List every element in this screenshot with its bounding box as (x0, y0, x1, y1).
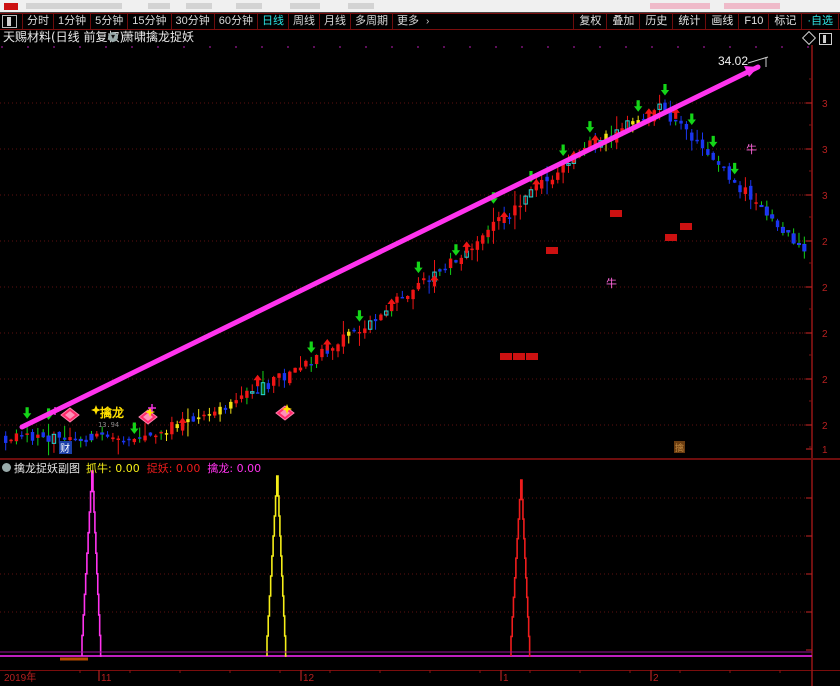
period-toolbar: 分时 1分钟 5分钟 15分钟 30分钟 60分钟 日线 周线 月线 多周期 更… (0, 13, 840, 30)
indicator-item-2: 擒龙: 0.00 (207, 460, 261, 476)
svg-text:财: 财 (60, 442, 70, 455)
period-button-more[interactable]: 更多 (397, 15, 419, 27)
panel-icon[interactable] (819, 33, 832, 45)
period-button-daily[interactable]: 日线 (257, 14, 289, 29)
toolbar-button-biaoji[interactable]: 标记 (768, 14, 803, 29)
svg-text:1: 1 (822, 445, 828, 456)
period-button-8[interactable]: 月线 (319, 14, 351, 29)
indicator-item-2-label: 擒龙 (207, 461, 230, 475)
svg-text:2: 2 (822, 237, 828, 248)
toolbar-button-huaxian[interactable]: 画线 (705, 14, 740, 29)
toolbar-button-fuquan[interactable]: 复权 (573, 14, 608, 29)
svg-text:1: 1 (503, 673, 509, 684)
toolbar-button-diejia[interactable]: 叠加 (606, 14, 641, 29)
svg-text:牛: 牛 (746, 142, 757, 156)
svg-text:2: 2 (653, 673, 659, 684)
toolbar-button-f10[interactable]: F10 (738, 14, 770, 29)
indicator-item-0-num: 0.00 (115, 461, 140, 475)
page-title: 天赐材料(日线 前复权) (3, 30, 125, 44)
svg-text:3: 3 (822, 191, 828, 202)
svg-text:擒龙: 擒龙 (100, 405, 124, 420)
svg-text:2: 2 (822, 329, 828, 340)
svg-text:2019年: 2019年 (4, 671, 36, 684)
chevron-down-icon[interactable]: ▾ (108, 32, 118, 42)
period-button-1[interactable]: 1分钟 (53, 14, 92, 29)
svg-text:2: 2 (822, 375, 828, 386)
price-chart-pane[interactable]: 3 3 3 2 2 2 2 2 1 擒龙 13.94 牛牛财擒 (0, 45, 840, 460)
app-logo-icon (4, 3, 18, 10)
svg-text:牛: 牛 (606, 276, 617, 290)
chevron-right-icon[interactable]: › (426, 16, 430, 27)
indicator-item-0-label: 抓牛 (86, 461, 108, 475)
indicator-item-1-sep: : (168, 461, 176, 475)
panel-toggle-icon[interactable] (2, 15, 17, 28)
svg-text:13.94: 13.94 (98, 421, 119, 429)
indicator-title: 萧啸擒龙捉妖 (122, 30, 195, 44)
svg-text:11: 11 (101, 673, 112, 684)
svg-text:2: 2 (822, 421, 828, 432)
period-button-3[interactable]: 15分钟 (127, 14, 172, 29)
time-axis: 2019年 11 12 1 2 (0, 670, 840, 686)
period-button-7[interactable]: 周线 (288, 14, 320, 29)
period-button-2[interactable]: 5分钟 (90, 14, 129, 29)
indicator-item-1-label: 捉妖 (146, 461, 169, 475)
period-button-4[interactable]: 30分钟 (170, 14, 215, 29)
indicator-item-2-sep: : (229, 461, 237, 475)
indicator-item-0-value: : (108, 461, 116, 475)
period-toolbar-left: 分时 1分钟 5分钟 15分钟 30分钟 60分钟 日线 周线 月线 多周期 更… (2, 14, 429, 29)
toolbar-button-tongji[interactable]: 统计 (672, 14, 707, 29)
indicator-item-1: 捉妖: 0.00 (147, 460, 201, 476)
toolbar-button-lishi[interactable]: 历史 (639, 14, 674, 29)
browser-chrome-strip (0, 0, 840, 13)
svg-text:2: 2 (822, 283, 828, 294)
svg-text:3: 3 (822, 145, 828, 156)
period-button-5[interactable]: 60分钟 (213, 14, 258, 29)
period-button-9[interactable]: 多周期 (350, 14, 393, 29)
period-toolbar-right: 复权 叠加 历史 统计 画线 F10 标记 ·自选 (573, 14, 839, 29)
svg-text:12: 12 (303, 673, 315, 684)
peak-price-label: 34.02 (718, 54, 749, 68)
toolbar-button-zixuan[interactable]: ·自选 (801, 14, 839, 29)
svg-text:擒: 擒 (675, 442, 684, 454)
indicator-chart-pane[interactable] (0, 460, 840, 671)
indicator-legend: 擒龙捉妖副图 抓牛: 0.00 捉妖: 0.00 擒龙: 0.00 (2, 460, 268, 476)
chart-title-row: 天赐材料(日线 前复权) ▾ 萧啸擒龙捉妖 (0, 29, 840, 45)
period-button-0[interactable]: 分时 (22, 14, 54, 29)
indicator-item-1-num: 0.00 (175, 461, 201, 475)
price-chart-svg: 333222221擒龙13.94牛牛财擒 (0, 45, 828, 458)
time-axis-svg: 2019年 11 12 1 2 (0, 670, 840, 686)
indicator-item-2-num: 0.00 (236, 461, 262, 475)
svg-text:3: 3 (822, 99, 828, 110)
indicator-name: 擒龙捉妖副图 (14, 461, 80, 475)
indicator-chart-svg (0, 460, 813, 670)
indicator-dot-icon[interactable] (2, 463, 11, 472)
indicator-item-0: 抓牛: 0.00 (86, 460, 140, 476)
